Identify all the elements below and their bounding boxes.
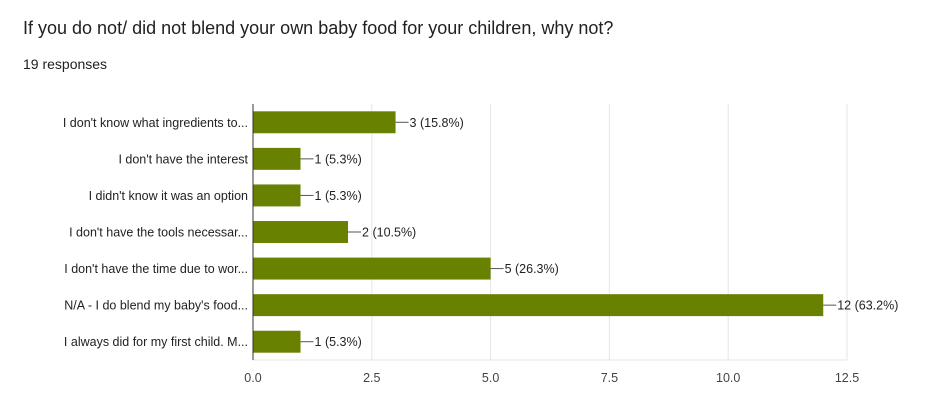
data-label: 1 (5.3%) [315,335,362,349]
x-tick-label: 5.0 [482,371,499,385]
bar [253,330,301,353]
bar [253,294,824,317]
bar [253,111,396,134]
category-labels: I don't know what ingredients to... I don… [63,116,249,349]
bar [253,147,301,170]
data-label: 12 (63.2%) [837,299,898,313]
data-label: 1 (5.3%) [315,189,362,203]
category-label: I didn't know it was an option [89,189,248,203]
category-label: I don't know what ingredients to... [63,116,248,130]
bar [253,184,301,207]
page-title: If you do not/ did not blend your own ba… [23,18,614,38]
category-label: I don't have the time due to wor... [64,262,248,276]
x-tick-label: 2.5 [363,371,380,385]
bar [253,257,491,280]
x-tick-labels: 0.0 2.5 5.0 7.5 10.0 12.5 [244,371,859,385]
data-labels: 3 (15.8%) 1 (5.3%) 1 (5.3%) 2 (10.5%) 5 (26.… [300,116,898,349]
category-label: I don't have the tools necessar... [69,226,248,240]
data-label: 5 (26.3%) [505,262,559,276]
gridlines [253,104,848,361]
bars [253,111,824,353]
data-label: 1 (5.3%) [315,152,362,166]
bar [253,221,349,243]
category-label: I always did for my first child. M... [64,335,248,349]
x-tick-label: 0.0 [244,371,261,385]
x-tick-label: 10.0 [716,371,740,385]
x-tick-label: 12.5 [835,371,859,385]
category-label: I don't have the interest [118,152,248,166]
category-label: N/A - I do blend my baby's food... [64,299,248,313]
data-label: 3 (15.8%) [410,116,464,130]
data-label: 2 (10.5%) [362,226,416,240]
response-count: 19 responses [23,56,108,72]
x-tick-label: 7.5 [601,371,618,385]
